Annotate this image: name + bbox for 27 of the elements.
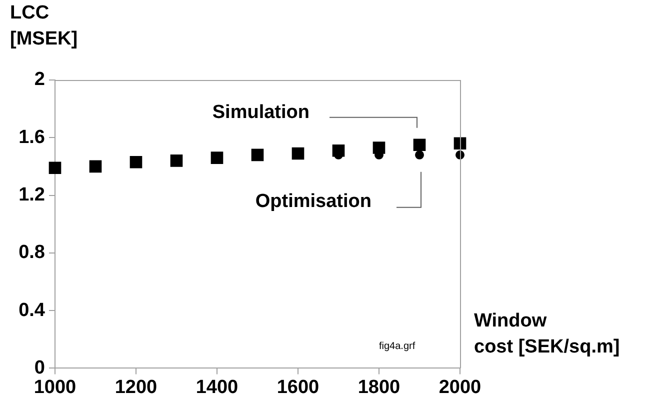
series-label: Simulation [212,102,310,124]
point [48,162,62,174]
x-tick-label: 1600 [276,376,320,398]
y-tick-label: 0.8 [18,242,45,264]
point [292,147,304,160]
point [89,160,102,173]
y-tick-label: 1.6 [18,126,45,148]
point [170,154,183,167]
point [130,156,142,168]
x-axis-title: Window cost [SEK/sq.m] [474,310,620,358]
point [251,148,264,162]
point [415,150,424,160]
x-tick-label: 1000 [34,376,76,398]
x-tick-label: 1200 [114,376,158,398]
x-tick-label: 1400 [196,376,238,398]
x-tick-label: 2000 [438,376,482,398]
point [454,137,466,150]
y-tick-label: 2 [34,69,45,90]
point [413,138,426,151]
point [210,152,224,164]
y-tick-label: 0 [34,357,45,378]
series-label: Optimisation [255,191,372,212]
y-tick-label: 1.2 [18,184,45,206]
y-tick-label: 0.4 [18,300,46,321]
x-tick-label: 1800 [358,376,400,398]
y-axis-title: LCC [MSEK] [10,2,78,50]
annotation: fig4a.grf [379,340,416,352]
